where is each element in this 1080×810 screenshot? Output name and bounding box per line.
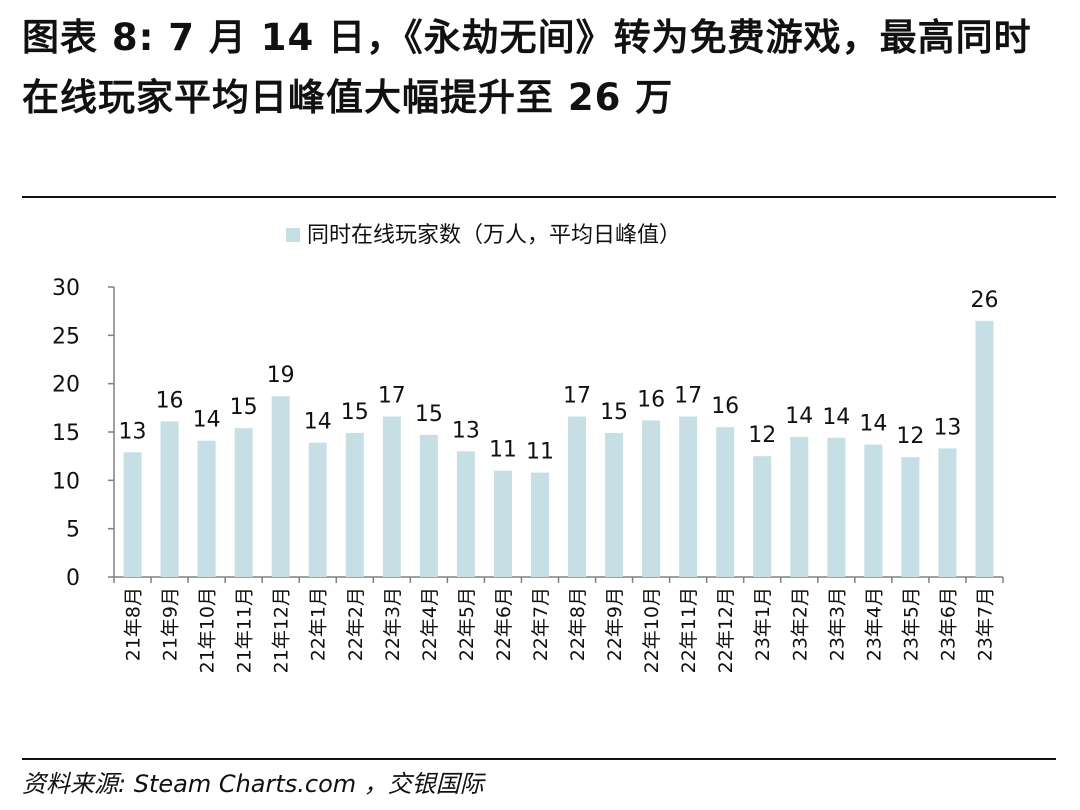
data-label: 15 — [341, 400, 369, 425]
x-tick-label: 22年9月 — [604, 587, 626, 661]
x-tick-label: 21年10月 — [197, 587, 219, 673]
y-tick-label: 30 — [52, 276, 80, 301]
bar — [308, 442, 327, 577]
source-divider — [22, 758, 1056, 760]
data-label: 17 — [674, 384, 702, 409]
data-label: 14 — [304, 410, 332, 435]
bar — [493, 470, 512, 577]
data-label: 14 — [193, 408, 221, 433]
x-tick-label: 21年12月 — [271, 587, 293, 673]
data-label: 16 — [156, 388, 184, 413]
bar — [975, 320, 994, 577]
bar — [753, 456, 772, 577]
x-tick-label: 21年9月 — [160, 587, 182, 661]
data-label: 13 — [119, 419, 147, 444]
x-tick-label: 21年11月 — [234, 587, 256, 673]
data-label: 11 — [526, 440, 554, 465]
data-label: 11 — [489, 438, 517, 463]
x-tick-label: 23年6月 — [937, 587, 959, 661]
y-tick-label: 10 — [52, 469, 80, 494]
source-note: 资料来源: Steam Charts.com ，交银国际 — [22, 770, 484, 798]
x-tick-label: 22年8月 — [567, 587, 589, 661]
x-tick-label: 22年2月 — [345, 587, 367, 661]
data-label: 19 — [267, 363, 295, 388]
y-tick-label: 0 — [66, 566, 80, 591]
bar — [938, 448, 957, 577]
data-label: 12 — [896, 424, 924, 449]
data-label: 12 — [748, 423, 776, 448]
x-tick-label: 22年12月 — [715, 587, 737, 673]
data-label: 16 — [711, 394, 739, 419]
data-label: 15 — [415, 402, 443, 427]
bar — [530, 472, 549, 577]
x-tick-label: 22年7月 — [530, 587, 552, 661]
bar — [456, 451, 475, 577]
data-label: 15 — [230, 395, 258, 420]
bar — [642, 420, 661, 577]
bar — [790, 436, 809, 577]
bar — [382, 416, 401, 577]
x-tick-label: 23年3月 — [826, 587, 848, 661]
y-tick-label: 5 — [66, 518, 80, 543]
bar — [827, 437, 846, 577]
y-tick-label: 15 — [52, 421, 80, 446]
bar — [234, 428, 253, 577]
bar — [568, 416, 587, 577]
x-tick-label: 22年10月 — [641, 587, 663, 673]
data-label: 17 — [563, 384, 591, 409]
bar — [345, 432, 364, 577]
bar — [679, 416, 698, 577]
data-label: 15 — [600, 400, 628, 425]
data-label: 13 — [452, 418, 480, 443]
bar — [160, 421, 179, 577]
title-divider — [22, 196, 1056, 198]
y-tick-label: 20 — [52, 373, 80, 398]
x-tick-label: 23年4月 — [863, 587, 885, 661]
bar — [901, 457, 920, 577]
legend-swatch — [286, 228, 300, 242]
y-tick-label: 25 — [52, 324, 80, 349]
data-label: 14 — [859, 412, 887, 437]
x-tick-label: 23年7月 — [974, 587, 996, 661]
bar-chart: 同时在线玩家数（万人，平均日峰值） 0 5 10 15 20 25 30 13 21年8月 16 21… — [52, 223, 1004, 673]
data-label: 26 — [970, 288, 998, 313]
data-label: 13 — [933, 415, 961, 440]
page-title: 图表 8: 7 月 14 日，《永劫无间》转为免费游戏，最高同时在线玩家平均日峰… — [22, 16, 1032, 119]
data-label: 14 — [822, 405, 850, 430]
x-tick-label: 22年3月 — [382, 587, 404, 661]
x-tick-label: 22年11月 — [678, 587, 700, 673]
bar — [123, 452, 142, 577]
bar — [419, 434, 438, 577]
x-tick-label: 23年1月 — [752, 587, 774, 661]
bar — [197, 440, 216, 577]
x-tick-label: 23年5月 — [900, 587, 922, 661]
x-tick-label: 21年8月 — [123, 587, 145, 661]
bar — [271, 396, 290, 577]
data-label: 16 — [637, 387, 665, 412]
data-label: 17 — [378, 384, 406, 409]
data-label: 14 — [785, 404, 813, 429]
x-tick-label: 22年1月 — [308, 587, 330, 661]
bar — [605, 432, 624, 577]
x-tick-label: 22年4月 — [419, 587, 441, 661]
bar — [716, 427, 735, 577]
legend-label: 同时在线玩家数（万人，平均日峰值） — [307, 223, 681, 248]
x-tick-label: 22年6月 — [493, 587, 515, 661]
x-tick-label: 23年2月 — [789, 587, 811, 661]
x-tick-label: 22年5月 — [456, 587, 478, 661]
bar — [864, 444, 883, 577]
